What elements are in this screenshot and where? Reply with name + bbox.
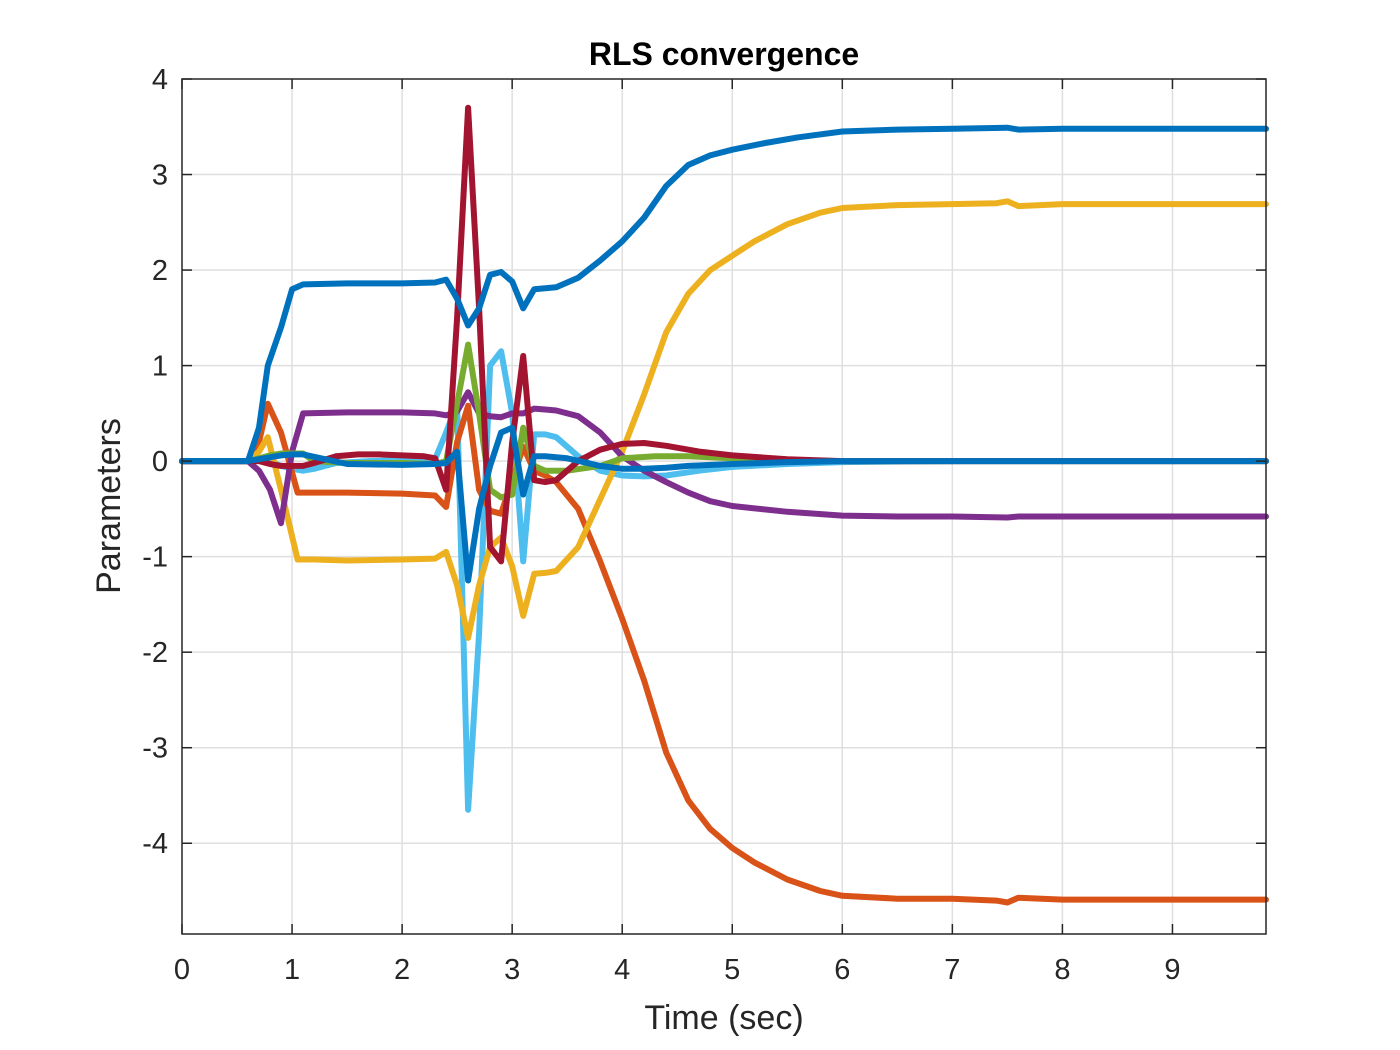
x-tick-label: 0 <box>174 954 190 986</box>
series-line-7 <box>179 424 1269 584</box>
x-tick-label: 6 <box>834 954 850 986</box>
grid <box>182 79 1266 934</box>
x-tick-label: 5 <box>724 954 740 986</box>
series-group <box>179 104 1269 906</box>
x-tick-label: 2 <box>394 954 410 986</box>
y-tick-label: -2 <box>142 637 168 669</box>
y-axis-label: Parameters <box>90 418 128 594</box>
chart-title: RLS convergence <box>589 36 859 72</box>
x-axis-label: Time (sec) <box>644 999 803 1037</box>
y-tick-label: 2 <box>152 255 168 287</box>
x-tick-label: 9 <box>1164 954 1180 986</box>
series-line-4 <box>179 389 1269 527</box>
series-line-6 <box>179 104 1269 565</box>
x-tick-label: 1 <box>284 954 300 986</box>
series-line-3 <box>179 198 1269 641</box>
y-tick-label: 0 <box>152 446 168 478</box>
y-tick-label: 3 <box>152 160 168 192</box>
x-tick-label: 3 <box>504 954 520 986</box>
y-tick-label: -4 <box>142 828 168 860</box>
series-line-8 <box>179 124 1269 465</box>
y-tick-label: -3 <box>142 733 168 765</box>
y-tick-label: 4 <box>152 64 168 96</box>
ticks: 0 1 2 3 4 5 6 7 8 9 4 3 2 1 0 -1 -2 -3 -4 <box>142 64 1266 986</box>
x-tick-label: 4 <box>614 954 630 986</box>
axes-box <box>181 78 1267 935</box>
y-tick-label: 1 <box>152 351 168 383</box>
x-tick-label: 8 <box>1054 954 1070 986</box>
y-tick-label: -1 <box>142 542 168 574</box>
x-tick-label: 7 <box>944 954 960 986</box>
